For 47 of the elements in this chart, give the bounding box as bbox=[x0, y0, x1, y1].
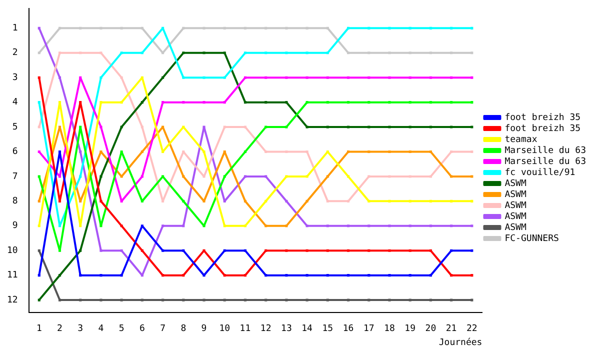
y-tick-label: 10 bbox=[6, 246, 18, 256]
x-tick-label: 12 bbox=[260, 324, 272, 334]
x-tick-label: 17 bbox=[363, 324, 374, 334]
y-tick-label: 7 bbox=[12, 172, 18, 182]
x-tick-label: 11 bbox=[240, 324, 251, 334]
legend-label: Marseille du 63 bbox=[504, 146, 586, 156]
y-tick-label: 8 bbox=[12, 196, 18, 207]
legend-label: ASWM bbox=[504, 200, 527, 211]
x-tick-label: 19 bbox=[404, 324, 416, 334]
legend-label: foot breizh 35 bbox=[504, 112, 581, 123]
legend-label: fc vouille/91 bbox=[504, 168, 576, 178]
legend-label: ASWM bbox=[504, 222, 527, 233]
legend-label: Marseille du 63 bbox=[504, 156, 586, 167]
x-tick-label: 8 bbox=[180, 324, 186, 334]
y-tick-label: 3 bbox=[12, 72, 18, 83]
y-tick-label: 5 bbox=[12, 122, 18, 132]
x-tick-label: 5 bbox=[118, 324, 124, 334]
x-tick-label: 2 bbox=[57, 324, 62, 334]
x-tick-label: 18 bbox=[384, 324, 395, 334]
y-tick-label: 6 bbox=[12, 147, 18, 158]
x-tick-label: 14 bbox=[302, 324, 312, 334]
x-tick-label: 15 bbox=[322, 324, 334, 334]
x-tick-label: 6 bbox=[139, 324, 145, 334]
x-tick-label: 20 bbox=[425, 324, 436, 334]
y-tick-label: 9 bbox=[12, 221, 18, 232]
x-tick-label: 9 bbox=[201, 324, 207, 334]
x-tick-label: 3 bbox=[78, 324, 84, 334]
x-tick-label: 22 bbox=[466, 324, 478, 334]
x-tick-label: 7 bbox=[160, 324, 166, 334]
x-axis-title: Journées bbox=[438, 336, 482, 348]
x-tick-label: 10 bbox=[219, 324, 230, 334]
y-tick-label: 11 bbox=[6, 270, 18, 281]
legend-label: ASWM bbox=[504, 212, 527, 222]
legend-label: ASWM bbox=[504, 190, 527, 200]
y-tick-label: 2 bbox=[12, 48, 18, 58]
x-tick-label: 4 bbox=[98, 324, 104, 334]
legend-label: foot breizh 35 bbox=[504, 124, 581, 134]
x-tick-label: 16 bbox=[342, 324, 354, 334]
y-tick-label: 4 bbox=[12, 98, 18, 108]
x-tick-label: 13 bbox=[281, 324, 292, 334]
x-tick-label: 1 bbox=[36, 324, 42, 334]
x-tick-label: 21 bbox=[446, 324, 457, 334]
y-tick-label: 1 bbox=[12, 24, 18, 34]
legend-label: teamax bbox=[504, 134, 538, 145]
legend-label: FC-GUNNERS bbox=[504, 234, 559, 244]
y-tick-label: 12 bbox=[6, 295, 18, 306]
legend-label: ASWM bbox=[504, 178, 527, 189]
